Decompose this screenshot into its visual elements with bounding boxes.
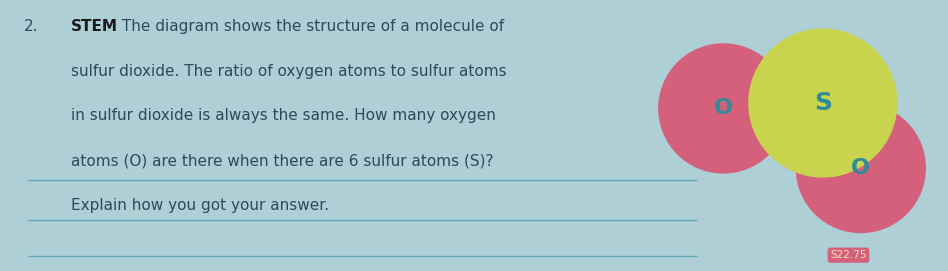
Text: STEM: STEM — [71, 19, 118, 34]
Text: atoms (O) are there when there are 6 sulfur atoms (S)?: atoms (O) are there when there are 6 sul… — [71, 153, 494, 168]
Text: in sulfur dioxide is always the same. How many oxygen: in sulfur dioxide is always the same. Ho… — [71, 108, 496, 123]
Text: sulfur dioxide. The ratio of oxygen atoms to sulfur atoms: sulfur dioxide. The ratio of oxygen atom… — [71, 64, 507, 79]
Text: O: O — [714, 98, 733, 118]
Text: S22.75: S22.75 — [830, 250, 866, 260]
Text: The diagram shows the structure of a molecule of: The diagram shows the structure of a mol… — [117, 19, 503, 34]
Text: O: O — [851, 158, 870, 178]
Text: 2.: 2. — [24, 19, 38, 34]
Text: Explain how you got your answer.: Explain how you got your answer. — [71, 198, 329, 213]
Text: S: S — [814, 91, 831, 115]
